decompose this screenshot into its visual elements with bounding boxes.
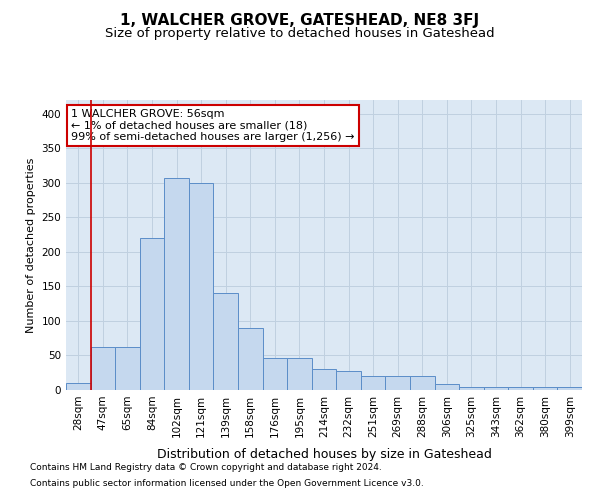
Bar [238,328,263,390]
Bar [66,383,91,390]
Y-axis label: Number of detached properties: Number of detached properties [26,158,36,332]
Text: 1, WALCHER GROVE, GATESHEAD, NE8 3FJ: 1, WALCHER GROVE, GATESHEAD, NE8 3FJ [121,12,479,28]
Bar [189,183,214,390]
Bar [164,178,189,390]
Bar [557,387,582,390]
Bar [508,387,533,390]
Text: Contains HM Land Registry data © Crown copyright and database right 2024.: Contains HM Land Registry data © Crown c… [30,464,382,472]
Bar [434,384,459,390]
Bar [410,376,434,390]
Bar [312,370,336,390]
Bar [533,387,557,390]
Bar [91,347,115,390]
Bar [459,386,484,390]
Text: Size of property relative to detached houses in Gateshead: Size of property relative to detached ho… [105,28,495,40]
Bar [214,294,238,390]
Bar [140,238,164,390]
Bar [287,358,312,390]
Bar [115,346,140,390]
Bar [336,370,361,390]
Bar [361,376,385,390]
Bar [385,376,410,390]
Bar [263,358,287,390]
Text: 1 WALCHER GROVE: 56sqm
← 1% of detached houses are smaller (18)
99% of semi-deta: 1 WALCHER GROVE: 56sqm ← 1% of detached … [71,108,355,142]
X-axis label: Distribution of detached houses by size in Gateshead: Distribution of detached houses by size … [157,448,491,461]
Bar [484,386,508,390]
Text: Contains public sector information licensed under the Open Government Licence v3: Contains public sector information licen… [30,478,424,488]
